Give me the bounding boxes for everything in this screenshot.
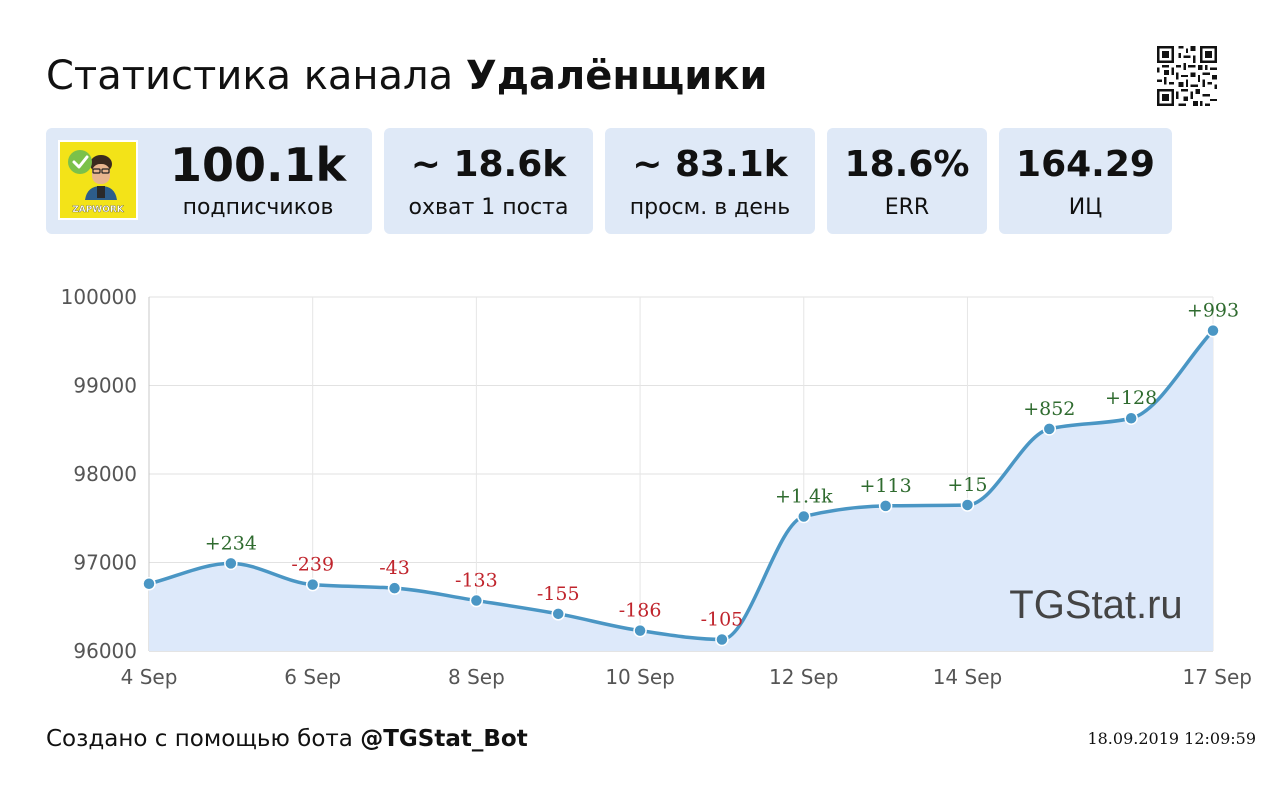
data-point [387, 581, 402, 595]
y-tick-label: 100000 [61, 285, 137, 309]
delta-label: -43 [379, 557, 410, 579]
err-label: ERR [884, 195, 930, 220]
data-point [960, 498, 975, 512]
delta-label: +234 [205, 532, 257, 554]
daily-views-card: ~ 83.1k просм. в день [605, 128, 815, 234]
data-point [1124, 411, 1138, 425]
subscribers-value: 100.1k [169, 138, 347, 192]
chart-points [142, 323, 1220, 647]
data-point [1206, 323, 1220, 338]
delta-label: -133 [455, 570, 498, 592]
avatar-text: ZAPWORK [72, 205, 125, 215]
delta-label: +113 [860, 475, 912, 497]
x-tick-label: 6 Sep [284, 665, 341, 689]
footer-bot-link[interactable]: @TGStat_Bot [360, 726, 528, 752]
qr-code-icon [1157, 46, 1217, 106]
data-point [797, 509, 811, 524]
delta-label: +852 [1023, 398, 1075, 420]
delta-label: +1.4k [775, 485, 833, 507]
err-card: 18.6% ERR [827, 128, 987, 234]
y-tick-label: 99000 [73, 374, 137, 398]
x-tick-label: 4 Sep [121, 665, 178, 689]
footer-timestamp: 18.09.2019 12:09:59 [1087, 729, 1256, 748]
channel-avatar: ZAPWORK [58, 140, 138, 220]
data-point [1042, 422, 1057, 436]
title-prefix: Статистика канала [46, 53, 454, 99]
watermark: TGStat.ru [1009, 583, 1182, 627]
y-tick-label: 98000 [73, 462, 137, 486]
index-label: ИЦ [1068, 195, 1103, 220]
reach-value: ~ 18.6k [410, 144, 567, 185]
channel-name: Удалёнщики [465, 53, 768, 99]
index-value: 164.29 [1016, 144, 1155, 185]
data-point [551, 607, 565, 621]
delta-label: +993 [1187, 300, 1239, 322]
avatar-illustration: ZAPWORK [60, 142, 136, 218]
subscribers-label: подписчиков [182, 195, 334, 220]
footer-prefix: Создано с помощью бота [46, 726, 353, 752]
data-point [142, 576, 156, 591]
x-tick-label: 17 Sep [1182, 665, 1252, 689]
chart-axis-ticks: 96000 97000 98000 99000 100000 4 Sep 6 Sep 8 Se… [61, 285, 1252, 689]
data-point [715, 632, 729, 647]
footer-credit: Создано с помощью бота @TGStat_Bot [46, 724, 528, 754]
daily-views-label: просм. в день [629, 195, 791, 220]
delta-label: -155 [537, 583, 580, 605]
delta-label: -105 [701, 608, 744, 630]
chart-area [149, 330, 1213, 651]
y-tick-label: 97000 [73, 551, 137, 575]
index-card: 164.29 ИЦ [999, 128, 1172, 234]
data-point [469, 593, 484, 608]
y-tick-label: 96000 [73, 639, 137, 663]
reach-label: охват 1 поста [408, 195, 569, 220]
reach-card: ~ 18.6k охват 1 поста [384, 128, 593, 234]
delta-label: -239 [291, 554, 334, 576]
data-point [224, 556, 238, 571]
chart-delta-labels: +234 -239 -43 -133 -155 -186 -105 +1.4k +113 +15 +… [205, 300, 1239, 631]
x-tick-label: 8 Sep [448, 665, 505, 689]
x-tick-label: 14 Sep [933, 665, 1003, 689]
data-point [633, 623, 647, 638]
delta-label: +15 [947, 474, 987, 496]
data-point [878, 499, 893, 513]
data-point [305, 577, 320, 592]
page-title: Статистика канала Удалёнщики [46, 50, 767, 102]
delta-label: +128 [1105, 387, 1157, 409]
subscribers-card: ZAPWORK 100.1k подписчиков [46, 128, 372, 234]
x-tick-label: 12 Sep [769, 665, 839, 689]
daily-views-value: ~ 83.1k [632, 144, 788, 185]
err-value: 18.6% [844, 144, 970, 185]
x-tick-label: 10 Sep [605, 665, 675, 689]
delta-label: -186 [619, 600, 662, 622]
